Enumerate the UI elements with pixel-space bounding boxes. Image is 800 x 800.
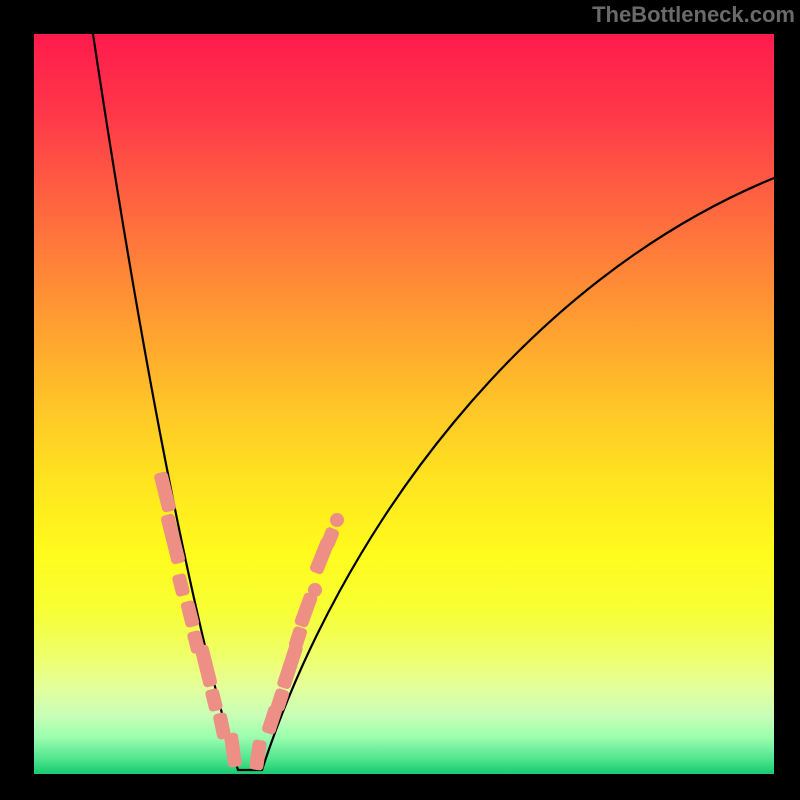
bottleneck-chart: TheBottleneck.com xyxy=(0,0,800,800)
watermark-text: TheBottleneck.com xyxy=(592,2,795,28)
plot-svg xyxy=(0,0,800,800)
